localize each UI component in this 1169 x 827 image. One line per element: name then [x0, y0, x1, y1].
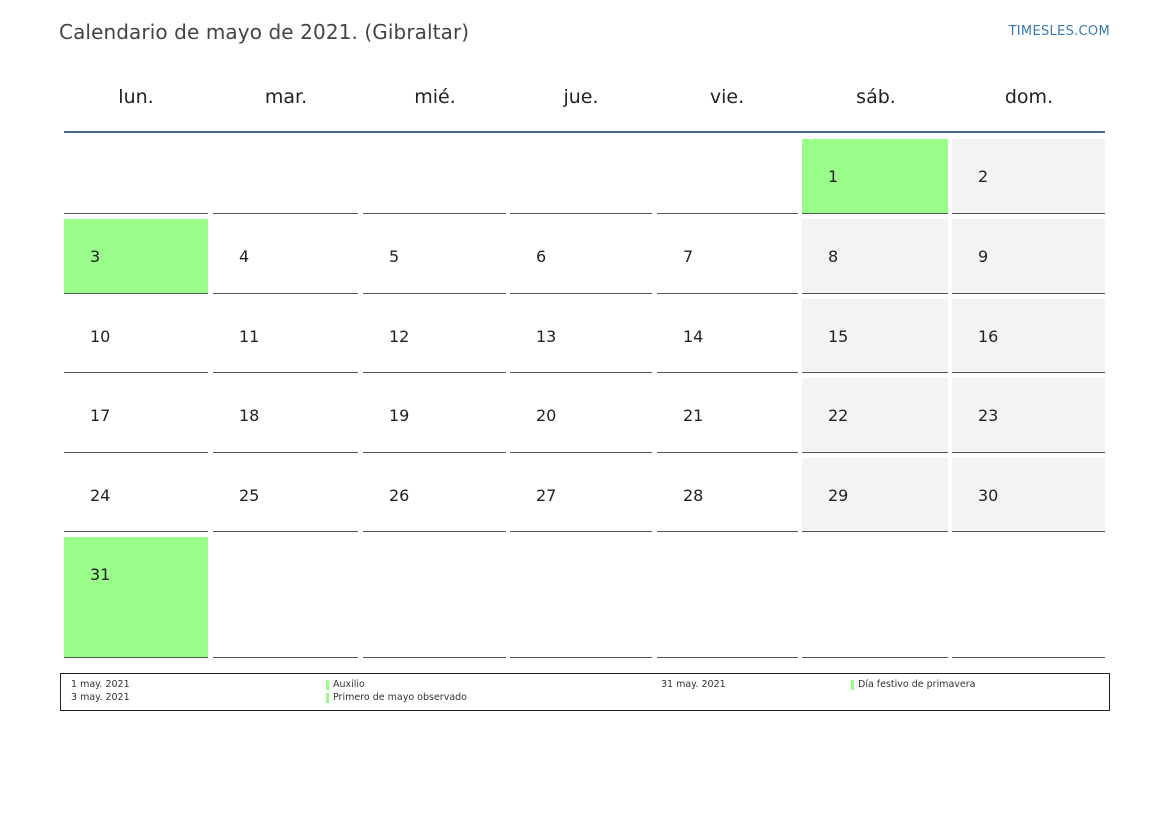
day-cell [213, 537, 358, 658]
day-number: 29 [828, 486, 849, 505]
day-number: 5 [389, 247, 400, 266]
day-cell: 30 [952, 458, 1105, 532]
holiday-legend: 1 may. 2021 3 may. 2021 Auxilio Primero … [60, 673, 1110, 711]
day-number: 3 [90, 247, 101, 266]
page-title: Calendario de mayo de 2021. (Gibraltar) [59, 20, 470, 44]
day-cell: 22 [802, 378, 948, 453]
day-cell [952, 537, 1105, 658]
day-cell [510, 537, 652, 658]
day-cell: 21 [657, 378, 798, 453]
day-cell: 31 [64, 537, 208, 658]
day-cell: 23 [952, 378, 1105, 453]
day-cell [657, 537, 798, 658]
day-number: 19 [389, 406, 410, 425]
day-number: 8 [828, 247, 839, 266]
day-number: 31 [90, 565, 111, 584]
day-cell: 14 [657, 299, 798, 373]
legend-date: 3 may. 2021 [71, 692, 130, 703]
day-number: 4 [239, 247, 250, 266]
weekday-label: jue. [563, 86, 599, 108]
day-number: 6 [536, 247, 547, 266]
day-cell [213, 139, 358, 214]
day-cell [802, 537, 948, 658]
day-cell: 8 [802, 219, 948, 294]
day-cell: 18 [213, 378, 358, 453]
day-number: 2 [978, 167, 989, 186]
day-number: 7 [683, 247, 694, 266]
header-divider [64, 131, 1105, 133]
day-number: 17 [90, 406, 111, 425]
weekday-label: mar. [264, 86, 308, 108]
day-number: 24 [90, 486, 111, 505]
day-number: 10 [90, 327, 111, 346]
day-cell: 1 [802, 139, 948, 214]
day-cell: 24 [64, 458, 208, 532]
day-number: 1 [828, 167, 839, 186]
day-number: 23 [978, 406, 999, 425]
day-number: 30 [978, 486, 999, 505]
day-number: 16 [978, 327, 999, 346]
day-cell: 11 [213, 299, 358, 373]
day-cell [363, 537, 506, 658]
day-cell: 20 [510, 378, 652, 453]
weekday-label: mié. [414, 86, 456, 108]
day-number: 25 [239, 486, 260, 505]
day-cell: 17 [64, 378, 208, 453]
weekday-label: dom. [1004, 86, 1054, 108]
day-number: 11 [239, 327, 260, 346]
day-number: 13 [536, 327, 557, 346]
day-number: 14 [683, 327, 704, 346]
day-cell [510, 139, 652, 214]
day-cell: 5 [363, 219, 506, 294]
day-cell: 10 [64, 299, 208, 373]
day-cell [657, 139, 798, 214]
day-number: 20 [536, 406, 557, 425]
weekday-label: lun. [118, 86, 154, 108]
day-cell [64, 139, 208, 214]
brand-link[interactable]: TIMESLES.COM [1008, 24, 1110, 39]
day-cell: 27 [510, 458, 652, 532]
legend-holiday-name: Primero de mayo observado [326, 692, 467, 703]
day-cell: 7 [657, 219, 798, 294]
day-cell: 19 [363, 378, 506, 453]
weekday-label: vie. [709, 86, 745, 108]
day-cell: 3 [64, 219, 208, 294]
day-cell: 29 [802, 458, 948, 532]
day-cell: 6 [510, 219, 652, 294]
day-cell: 26 [363, 458, 506, 532]
day-number: 15 [828, 327, 849, 346]
day-cell: 9 [952, 219, 1105, 294]
day-number: 18 [239, 406, 260, 425]
legend-date: 31 may. 2021 [661, 679, 726, 690]
legend-date: 1 may. 2021 [71, 679, 130, 690]
day-cell: 13 [510, 299, 652, 373]
legend-holiday-name: Día festivo de primavera [851, 679, 976, 690]
day-number: 9 [978, 247, 989, 266]
day-cell [363, 139, 506, 214]
day-cell: 4 [213, 219, 358, 294]
day-cell: 28 [657, 458, 798, 532]
weekday-label: sáb. [856, 86, 896, 108]
legend-holiday-name: Auxilio [326, 679, 365, 690]
day-cell: 15 [802, 299, 948, 373]
day-number: 21 [683, 406, 704, 425]
day-number: 22 [828, 406, 849, 425]
day-number: 12 [389, 327, 410, 346]
day-cell: 2 [952, 139, 1105, 214]
day-cell: 25 [213, 458, 358, 532]
day-cell: 12 [363, 299, 506, 373]
day-number: 27 [536, 486, 557, 505]
day-number: 28 [683, 486, 704, 505]
day-cell: 16 [952, 299, 1105, 373]
day-number: 26 [389, 486, 410, 505]
